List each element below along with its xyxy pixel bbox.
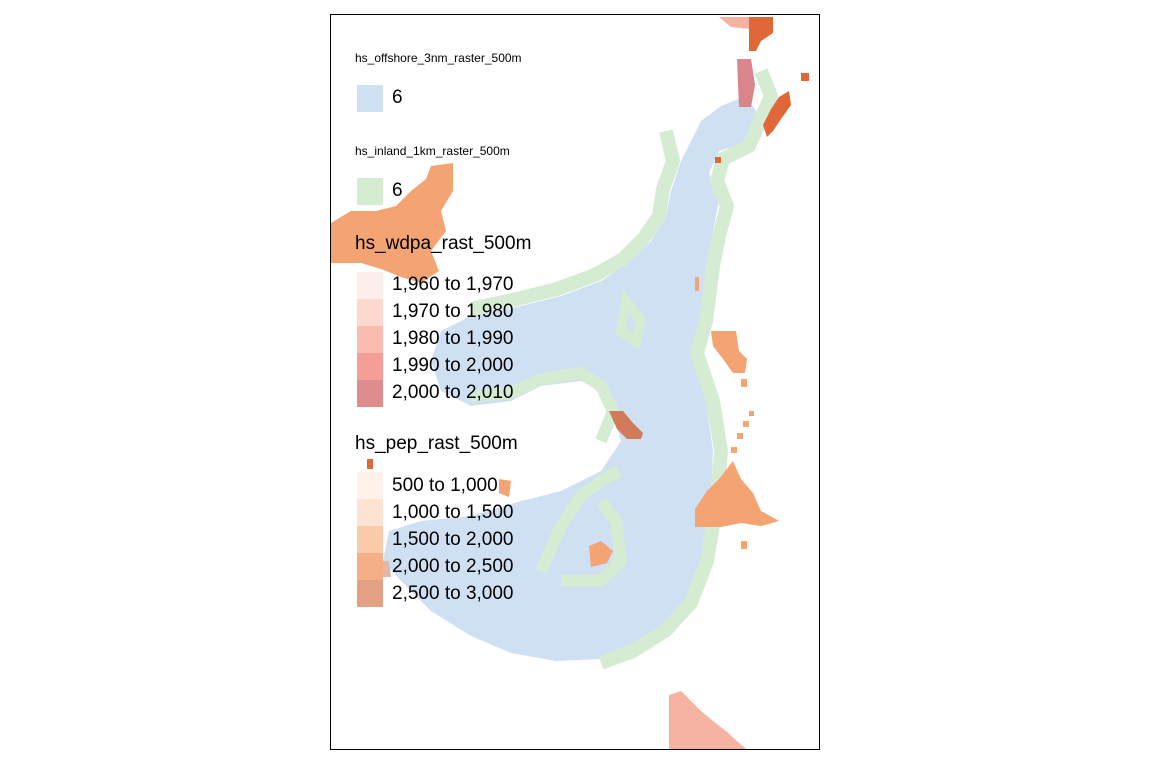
- pep-dark-northeast: [763, 73, 809, 137]
- wdpa-patch-northwest: [719, 17, 749, 29]
- map-canvas: [331, 17, 809, 749]
- legend-swatch-pep-3: [357, 526, 383, 553]
- legend-title-pep: hs_pep_rast_500m: [355, 433, 518, 454]
- legend-swatch-wdpa-5: [357, 380, 383, 407]
- legend-swatch-pep-5: [357, 580, 383, 607]
- legend-swatch-wdpa-2: [357, 299, 383, 326]
- legend-swatch-pep-1: [357, 472, 383, 499]
- legend-title-inland: hs_inland_1km_raster_500m: [355, 144, 510, 158]
- legend-swatch-pep-4: [357, 553, 383, 580]
- legend-label-wdpa-3: 1,980 to 1,990: [392, 328, 514, 349]
- pep-dark-north: [749, 17, 773, 51]
- legend-label-inland: 6: [392, 180, 403, 201]
- legend-label-pep-4: 2,000 to 2,500: [392, 556, 514, 577]
- pep-dark-center: [609, 411, 643, 439]
- legend-label-wdpa-4: 1,990 to 2,000: [392, 355, 514, 376]
- legend-label-pep-3: 1,500 to 2,000: [392, 529, 514, 550]
- legend-label-wdpa-1: 1,960 to 1,970: [392, 274, 514, 295]
- legend-label-offshore: 6: [392, 87, 403, 108]
- wdpa-patch-south: [669, 691, 747, 749]
- legend-label-pep-2: 1,000 to 1,500: [392, 502, 514, 523]
- legend-swatch-wdpa-3: [357, 326, 383, 353]
- pep-patch-southeast: [695, 461, 779, 527]
- legend-label-wdpa-5: 2,000 to 2,010: [392, 382, 514, 403]
- legend-swatch-offshore: [357, 85, 383, 112]
- inland-ring-west: [469, 129, 680, 316]
- pep-patch-west: [331, 163, 453, 283]
- legend-label-wdpa-2: 1,970 to 1,980: [392, 301, 514, 322]
- wdpa-patch-north: [737, 59, 755, 107]
- legend-label-pep-5: 2,500 to 3,000: [392, 583, 514, 604]
- pep-patch-small: [499, 479, 511, 497]
- inland-south-shore: [535, 465, 627, 587]
- inland-ring: [598, 68, 778, 670]
- legend-label-pep-1: 500 to 1,000: [392, 475, 498, 496]
- legend-swatch-wdpa-1: [357, 272, 383, 299]
- legend-swatch-pep-2: [357, 499, 383, 526]
- pep-patch-east: [711, 331, 747, 373]
- legend-title-offshore: hs_offshore_3nm_raster_500m: [355, 51, 522, 65]
- legend-swatch-inland: [357, 178, 383, 205]
- legend-title-wdpa: hs_wdpa_rast_500m: [355, 233, 532, 254]
- inland-islet: [615, 288, 647, 350]
- pep-patch-bay: [589, 541, 613, 567]
- legend-swatch-wdpa-4: [357, 353, 383, 380]
- map-panel: hs_offshore_3nm_raster_500m 6 hs_inland_…: [330, 14, 820, 750]
